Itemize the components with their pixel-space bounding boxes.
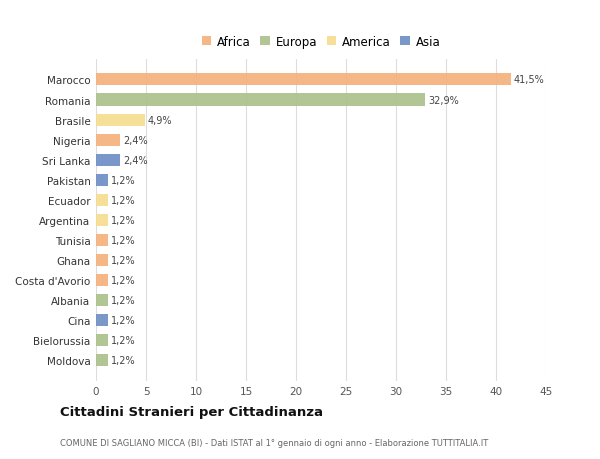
Text: 1,2%: 1,2%	[111, 355, 136, 365]
Bar	[96, 274, 108, 286]
Bar	[96, 294, 108, 306]
Text: 1,2%: 1,2%	[111, 196, 136, 205]
Bar	[96, 194, 108, 206]
Bar	[96, 214, 108, 226]
Text: 2,4%: 2,4%	[123, 155, 148, 165]
Bar	[96, 94, 425, 106]
Text: 4,9%: 4,9%	[148, 115, 173, 125]
Legend: Africa, Europa, America, Asia: Africa, Europa, America, Asia	[199, 34, 443, 51]
Text: 32,9%: 32,9%	[428, 95, 459, 105]
Text: 1,2%: 1,2%	[111, 295, 136, 305]
Bar	[96, 114, 145, 126]
Bar	[96, 314, 108, 326]
Text: 1,2%: 1,2%	[111, 215, 136, 225]
Text: 2,4%: 2,4%	[123, 135, 148, 146]
Bar	[96, 174, 108, 186]
Bar	[96, 154, 120, 166]
Bar	[96, 235, 108, 246]
Bar	[96, 254, 108, 266]
Text: 1,2%: 1,2%	[111, 255, 136, 265]
Bar	[96, 134, 120, 146]
Text: 1,2%: 1,2%	[111, 336, 136, 345]
Text: Cittadini Stranieri per Cittadinanza: Cittadini Stranieri per Cittadinanza	[60, 405, 323, 419]
Text: 1,2%: 1,2%	[111, 315, 136, 325]
Text: 1,2%: 1,2%	[111, 235, 136, 245]
Bar	[96, 334, 108, 347]
Text: 1,2%: 1,2%	[111, 175, 136, 185]
Text: 1,2%: 1,2%	[111, 275, 136, 285]
Text: COMUNE DI SAGLIANO MICCA (BI) - Dati ISTAT al 1° gennaio di ogni anno - Elaboraz: COMUNE DI SAGLIANO MICCA (BI) - Dati IST…	[60, 438, 488, 447]
Bar	[96, 74, 511, 86]
Bar	[96, 354, 108, 366]
Text: 41,5%: 41,5%	[514, 75, 545, 85]
